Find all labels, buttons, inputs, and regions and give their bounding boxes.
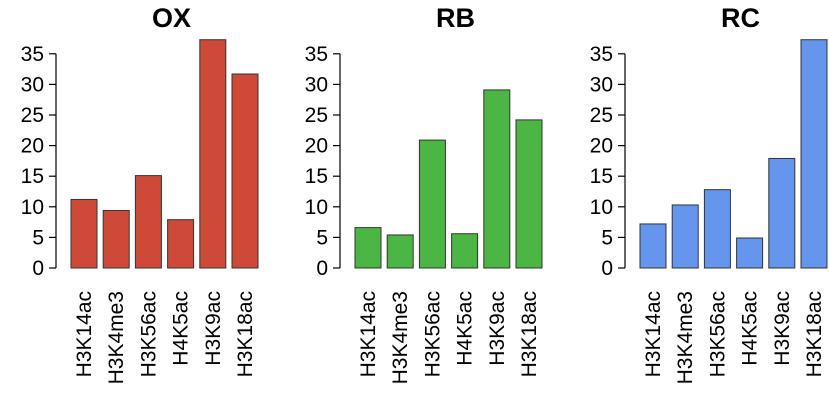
bar-h3k14ac — [354, 227, 382, 269]
category-label-h3k4me3: H3K4me3 — [389, 291, 412, 384]
bar-h3k56ac — [418, 139, 446, 269]
bar-h3k9ac — [483, 89, 511, 269]
bar-h3k4me3 — [386, 234, 414, 269]
chart-panel-rc: RC 0 5 10 15 20 25 30 35 H3K14ac H3K4me3 H3K56ac H4K… — [590, 3, 828, 384]
bar-h3k18ac — [800, 39, 828, 269]
category-label-h3k14ac: H3K14ac — [73, 291, 96, 377]
y-tick-label: 30 — [21, 73, 44, 96]
category-label-h3k56ac: H3K56ac — [706, 291, 729, 377]
bar-h3k9ac — [199, 39, 227, 269]
y-tick-label: 20 — [305, 135, 328, 158]
y-tick-label: 25 — [21, 104, 44, 127]
y-tick-label: 35 — [590, 43, 613, 66]
y-tick-label: 35 — [305, 43, 328, 66]
y-tick-label: 0 — [601, 257, 613, 280]
y-tick-label: 15 — [305, 165, 328, 188]
chart-panel-rb: RB 0 5 10 15 20 25 30 35 H3K14ac H3K4me3 H3K56ac H4K… — [305, 3, 543, 384]
chart-title-rb: RB — [436, 3, 475, 33]
bar-h3k4me3 — [671, 204, 699, 269]
y-tick-label: 15 — [21, 165, 44, 188]
y-tick-label: 20 — [590, 135, 613, 158]
bar-h3k56ac — [134, 175, 162, 269]
bar-h4k5ac — [451, 233, 479, 269]
y-tick-label: 20 — [21, 135, 44, 158]
category-label-h3k14ac: H3K14ac — [642, 291, 665, 377]
y-tick-label: 35 — [21, 43, 44, 66]
bar-h4k5ac — [167, 219, 195, 269]
bar-h4k5ac — [736, 237, 764, 269]
bar-h3k56ac — [703, 189, 731, 269]
y-tick-label: 30 — [305, 73, 328, 96]
category-label-h3k4me3: H3K4me3 — [105, 291, 128, 384]
y-tick-label: 10 — [590, 196, 613, 219]
bar-h3k4me3 — [102, 209, 130, 269]
bar-h3k14ac — [639, 223, 667, 269]
category-label-h4k5ac: H4K5ac — [739, 291, 762, 366]
chart-title-ox: OX — [152, 3, 191, 33]
category-label-h3k18ac: H3K18ac — [803, 291, 826, 377]
category-label-h3k9ac: H3K9ac — [486, 291, 509, 366]
y-tick-label: 25 — [305, 104, 328, 127]
bar-h3k14ac — [70, 198, 98, 269]
category-label-h4k5ac: H4K5ac — [170, 291, 193, 366]
bar-h3k9ac — [768, 157, 796, 269]
category-label-h3k18ac: H3K18ac — [518, 291, 541, 377]
category-label-h3k18ac: H3K18ac — [234, 291, 257, 377]
category-label-h3k14ac: H3K14ac — [357, 291, 380, 377]
y-tick-label: 0 — [316, 257, 328, 280]
y-tick-label: 10 — [305, 196, 328, 219]
category-label-h3k56ac: H3K56ac — [137, 291, 160, 377]
category-label-h4k5ac: H4K5ac — [454, 291, 477, 366]
category-label-h3k9ac: H3K9ac — [771, 291, 794, 366]
y-tick-label: 25 — [590, 104, 613, 127]
y-tick-label: 5 — [601, 226, 613, 249]
chart-panel-ox: OX 0 5 10 15 20 25 30 35 H3K14ac H3K4me3 H3K56ac H4K… — [21, 3, 259, 384]
y-tick-label: 30 — [590, 73, 613, 96]
bar-h3k18ac — [515, 119, 543, 269]
bar-h3k18ac — [231, 73, 259, 269]
chart-title-rc: RC — [721, 3, 760, 33]
y-tick-label: 5 — [316, 226, 328, 249]
category-label-h3k9ac: H3K9ac — [202, 291, 225, 366]
category-label-h3k56ac: H3K56ac — [421, 291, 444, 377]
y-tick-label: 0 — [32, 257, 44, 280]
category-label-h3k4me3: H3K4me3 — [674, 291, 697, 384]
y-tick-label: 10 — [21, 196, 44, 219]
y-tick-label: 15 — [590, 165, 613, 188]
y-tick-label: 5 — [32, 226, 44, 249]
